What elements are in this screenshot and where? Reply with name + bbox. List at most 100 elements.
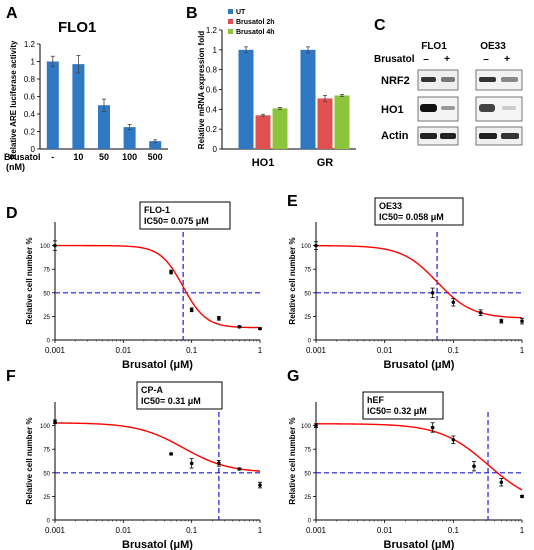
panel-a-y-tick-label: 0 xyxy=(31,145,36,154)
blot-lane-oe33-plus: + xyxy=(504,54,510,65)
panel-b-y-tick-label: 1 xyxy=(213,46,218,55)
panel-g-x-tick-label: 0.1 xyxy=(448,526,460,535)
panel-f-y-tick-label: 25 xyxy=(43,495,50,501)
panel-g-y-tick-label: 0 xyxy=(308,519,312,525)
panel-e-x-tick-label: 0.001 xyxy=(306,346,327,355)
panel-d-x-tick-label: 0.01 xyxy=(116,346,132,355)
panel-g-y-tick-label: 25 xyxy=(304,495,311,501)
blot-box-oe33-nrf2 xyxy=(475,69,523,91)
band-nrf2-oe33-plus xyxy=(501,77,518,82)
panel-b-bar-chart: Relative mRNA expression fold 0 0.2 0.4 0.6… xyxy=(197,9,356,169)
panel-a-x-label-line1: Brusatol xyxy=(4,152,41,162)
panel-f-y-label: Relative cell number % xyxy=(25,417,34,504)
panel-d-data-point xyxy=(237,324,242,329)
panel-a-y-label: Relative ARE luciferase activity xyxy=(9,40,18,159)
band-actin-flo1-minus xyxy=(420,133,437,139)
band-nrf2-flo1-minus xyxy=(421,77,436,82)
panel-e-y-tick-label: 75 xyxy=(304,268,311,274)
panel-f-x-tick-label: 1 xyxy=(258,526,263,535)
panel-a-y-tick-label: 0.8 xyxy=(24,75,36,84)
panel-a-y-tick-label: 1 xyxy=(31,58,36,67)
panel-d-y-tick-label: 75 xyxy=(43,268,50,274)
panel-a-x-tick-label: - xyxy=(51,152,54,162)
panel-b-y-tick-label: 1.2 xyxy=(206,26,218,35)
panel-f-fit-curve xyxy=(54,422,261,472)
panel-g-x-tick-label: 0.001 xyxy=(306,526,327,535)
panel-f-cell-line-label: CP-A xyxy=(141,385,163,395)
panel-a-bar xyxy=(98,105,110,149)
panel-d-y-tick-label: 100 xyxy=(40,244,51,250)
panel-letter-c: C xyxy=(374,17,386,34)
panel-e-fit-curve xyxy=(315,244,523,319)
panel-g-data-point xyxy=(451,437,456,442)
panel-d-label-box xyxy=(139,201,231,230)
panel-a-bar xyxy=(123,127,136,149)
panel-letter-f: F xyxy=(6,368,16,385)
panel-b-bar xyxy=(317,98,333,149)
panel-g-x-label: Brusatol (μM) xyxy=(384,539,455,550)
panel-d-y-tick-label: 25 xyxy=(43,315,50,321)
panel-g-y-tick-label: 75 xyxy=(304,448,311,454)
blot-lane-flo1-plus: + xyxy=(444,54,450,65)
panel-a-x-tick-label: 500 xyxy=(148,152,163,162)
panel-b-legend-label: UT xyxy=(236,9,246,16)
panel-b-bar xyxy=(334,95,350,149)
panel-d-ic50-label: IC50= 0.075 μM xyxy=(144,216,209,226)
panel-g-data-point xyxy=(314,423,318,428)
panel-a-x-tick-label: 50 xyxy=(99,152,109,162)
panel-f-y-tick-label: 0 xyxy=(47,519,51,525)
blot-protein-ho1: HO1 xyxy=(381,104,404,116)
panel-letter-d: D xyxy=(6,205,18,222)
panel-f-data-point xyxy=(217,461,221,466)
panel-a-bar xyxy=(46,61,59,149)
panel-d-x-tick-label: 0.1 xyxy=(186,346,198,355)
panel-f-data-point xyxy=(237,467,242,471)
panel-d-y-label: Relative cell number % xyxy=(25,237,34,324)
panel-a-bar-chart: FLO1 Relative ARE luciferase activity Br… xyxy=(4,19,168,172)
panel-d-dose-response: 0 25 50 75 100 0.001 0.01 0.1 1 Relative cell num… xyxy=(25,201,263,371)
panel-g-y-tick-label: 100 xyxy=(301,424,312,430)
panel-f-data-point xyxy=(258,483,262,487)
band-ho1-flo1-plus xyxy=(441,106,455,110)
panel-f-label-box xyxy=(136,381,223,410)
panel-f-x-tick-label: 0.01 xyxy=(116,526,132,535)
panel-d-fit-curve xyxy=(55,244,261,329)
panel-g-data-point xyxy=(499,480,504,485)
blot-protein-nrf2: NRF2 xyxy=(381,75,410,87)
band-ho1-flo1-minus xyxy=(420,104,437,112)
panel-d-x-tick-label: 0.001 xyxy=(45,346,66,355)
panel-d-data-point xyxy=(189,307,194,312)
panel-b-legend-swatch xyxy=(228,9,233,14)
blot-lane-flo1-minus: – xyxy=(423,54,429,65)
panel-b-legend: UT Brusatol 2h Brusatol 4h xyxy=(228,9,275,36)
panel-e-ic50-label: IC50= 0.058 μM xyxy=(379,212,444,222)
panel-letter-e: E xyxy=(287,193,298,210)
panel-f-data-point xyxy=(189,461,194,466)
panel-e-label-box xyxy=(374,197,464,226)
panel-e-y-tick-label: 0 xyxy=(308,339,312,345)
panel-b-legend-label: Brusatol 4h xyxy=(236,29,275,36)
panel-e-x-tick-label: 0.01 xyxy=(377,346,393,355)
panel-g-cell-line-label: hEF xyxy=(367,395,385,405)
panel-e-y-tick-label: 25 xyxy=(304,315,311,321)
panel-b-x-tick-label: GR xyxy=(317,157,334,169)
panel-e-data-point xyxy=(451,300,456,305)
panel-e-data-point xyxy=(478,310,483,315)
panel-b-legend-swatch xyxy=(228,19,233,24)
panel-g-fit-curve xyxy=(315,423,523,491)
panel-d-x-tick-label: 1 xyxy=(258,346,263,355)
blot-treatment-label: Brusatol xyxy=(374,54,415,65)
panel-e-y-tick-label: 50 xyxy=(304,291,311,297)
panel-c-western-blot: FLO1 OE33 Brusatol – + – + NRF2 HO1 Acti… xyxy=(374,41,523,146)
panel-g-label-box xyxy=(362,391,444,420)
panel-e-x-label: Brusatol (μM) xyxy=(384,359,455,371)
panel-b-y-tick-label: 0.6 xyxy=(206,86,218,95)
panel-f-data-point xyxy=(169,452,173,456)
panel-f-y-tick-label: 50 xyxy=(43,471,50,477)
panel-g-x-tick-label: 0.01 xyxy=(377,526,393,535)
panel-e-x-tick-label: 1 xyxy=(520,346,525,355)
panel-g-x-tick-label: 1 xyxy=(520,526,525,535)
panel-a-x-label-line2: (nM) xyxy=(6,162,25,172)
panel-b-bar xyxy=(238,49,254,150)
